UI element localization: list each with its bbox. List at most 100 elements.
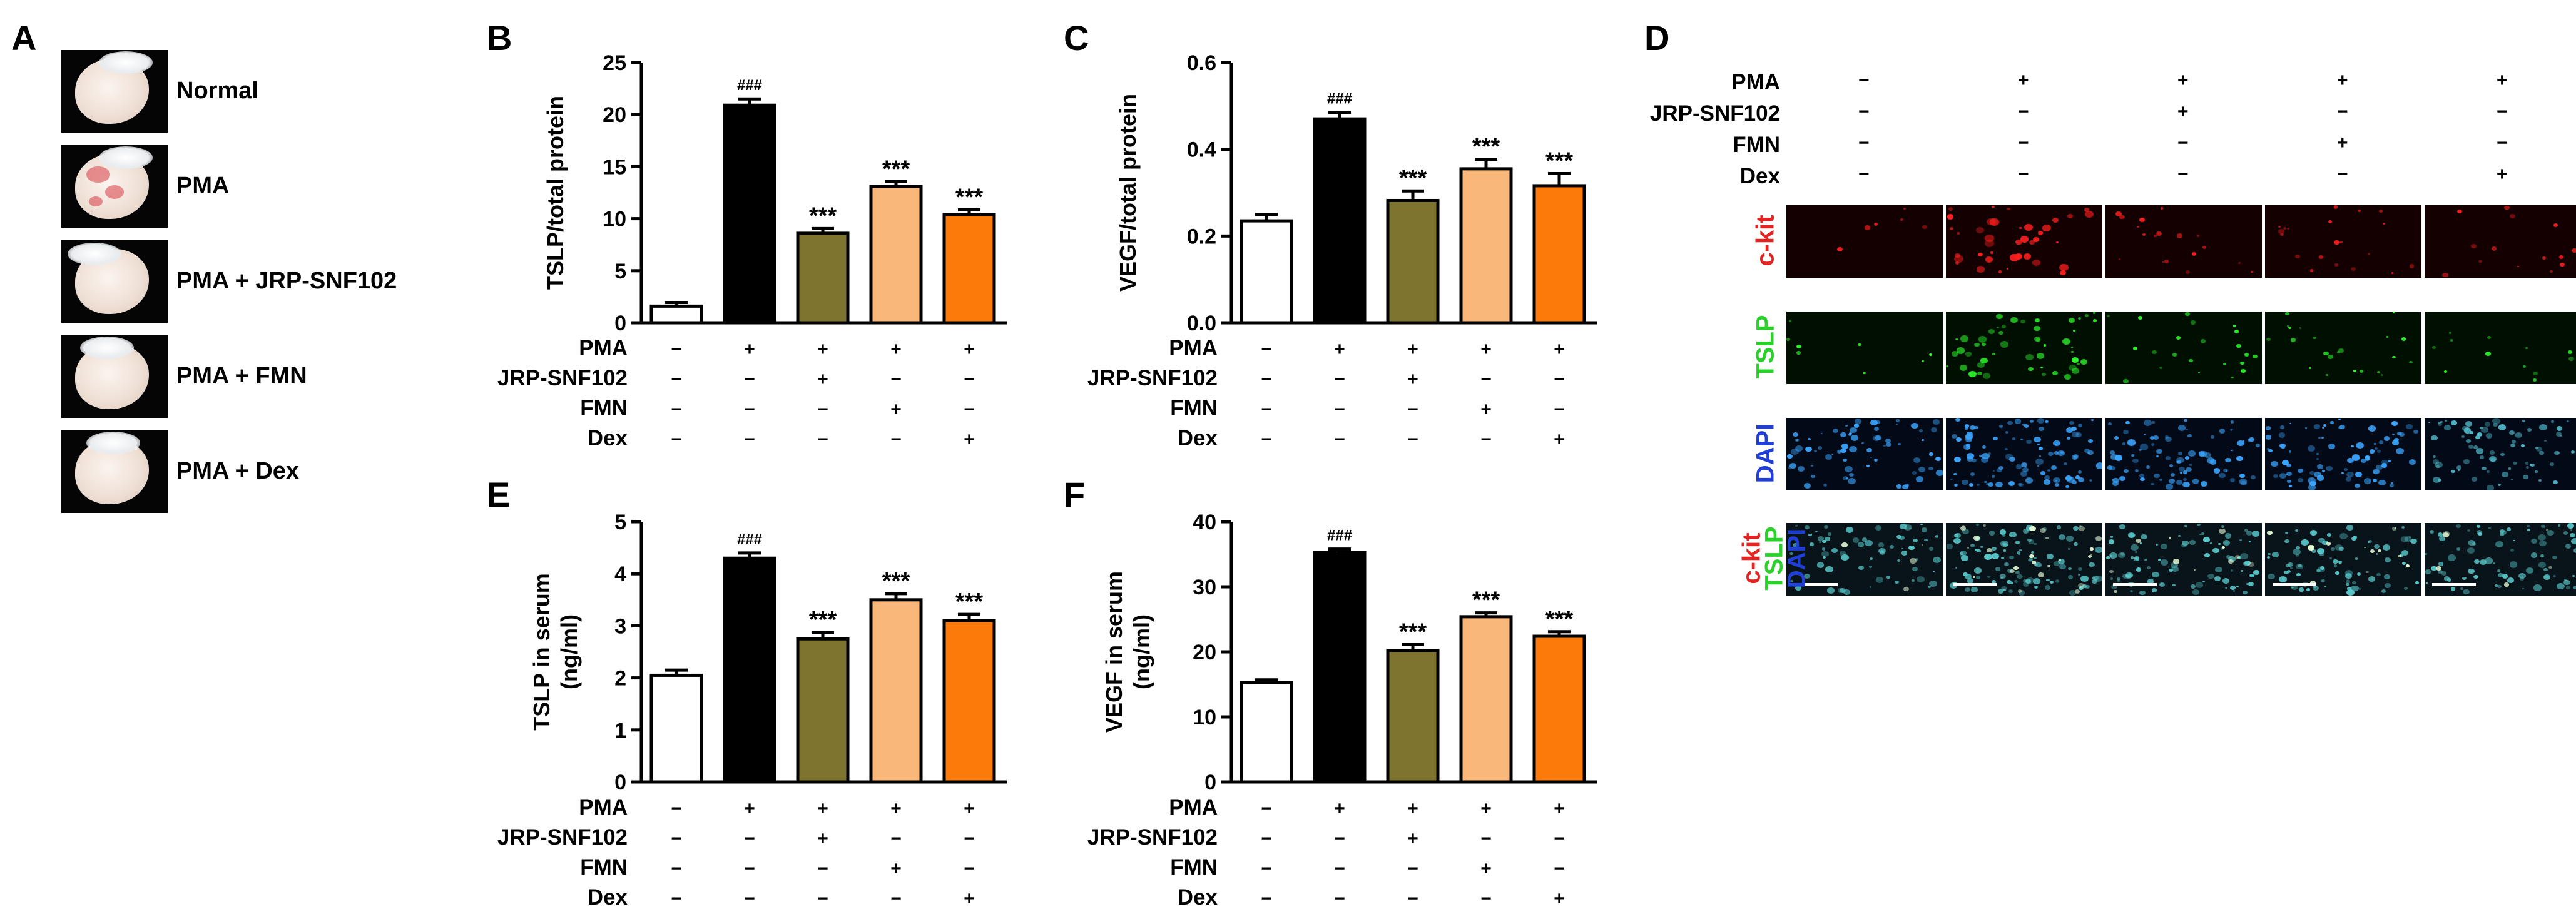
condition-symbol: + bbox=[1407, 798, 1418, 819]
stain-label-dapi: DAPI bbox=[1751, 423, 1779, 484]
condition-symbol: + bbox=[817, 828, 828, 849]
bar-2 bbox=[723, 556, 776, 784]
ear-photo-pma-jrp bbox=[61, 240, 168, 323]
condition-symbol: − bbox=[890, 429, 902, 450]
significance-label: *** bbox=[882, 568, 910, 594]
d-condition-symbol: − bbox=[2337, 164, 2348, 185]
micrograph-ckit-3 bbox=[2105, 205, 2262, 278]
condition-symbol: − bbox=[1261, 798, 1272, 819]
d-condition-symbol: − bbox=[1858, 133, 1870, 153]
condition-symbol: − bbox=[1480, 429, 1492, 450]
significance-label: *** bbox=[1472, 587, 1500, 614]
photo-label-pma-fmn: PMA + FMN bbox=[176, 363, 307, 389]
bar-2 bbox=[1313, 551, 1367, 784]
condition-symbol: + bbox=[817, 369, 828, 390]
condition-symbol: − bbox=[964, 369, 975, 390]
condition-symbol: − bbox=[817, 429, 828, 450]
y-tick-label: 4 bbox=[614, 562, 626, 586]
condition-label: FMN bbox=[580, 396, 628, 420]
significance-label: *** bbox=[882, 156, 910, 183]
bar-5 bbox=[1532, 634, 1586, 784]
condition-label: JRP-SNF102 bbox=[497, 366, 628, 390]
photo-row-normal: Normal bbox=[61, 50, 624, 133]
photo-row-pma: PMA bbox=[61, 145, 624, 228]
chart-c: 0.0 0.2 0.4 0.6 VEGF/total protein ### *** *** *… bbox=[1087, 51, 1597, 450]
micrograph-dapi-1 bbox=[1786, 418, 1943, 490]
photo-label-pma-jrp: PMA + JRP-SNF102 bbox=[176, 268, 397, 294]
bar-4 bbox=[869, 185, 923, 325]
condition-symbol: + bbox=[890, 339, 902, 360]
scale-bar bbox=[2273, 583, 2316, 586]
y-tick-label: 0.6 bbox=[1187, 51, 1216, 75]
micrograph-dapi-3 bbox=[2105, 418, 2262, 490]
condition-symbol: − bbox=[1480, 888, 1492, 909]
bar-2 bbox=[723, 103, 776, 325]
stain-label-tslp: TSLP bbox=[1751, 315, 1779, 379]
bar-4 bbox=[1459, 167, 1513, 325]
micrograph-tslp-2 bbox=[1946, 312, 2102, 384]
condition-symbol: + bbox=[1554, 798, 1565, 819]
micrograph-ckit-2 bbox=[1946, 205, 2102, 278]
micrograph-merge-4 bbox=[2265, 523, 2421, 596]
bar-3 bbox=[796, 231, 850, 325]
micrograph-tslp-5 bbox=[2425, 312, 2576, 384]
condition-symbol: − bbox=[1261, 828, 1272, 849]
condition-symbol: − bbox=[1334, 369, 1345, 390]
condition-symbol: + bbox=[744, 339, 755, 360]
condition-symbol: − bbox=[744, 828, 755, 849]
d-condition-symbol: + bbox=[2177, 101, 2189, 122]
y-tick-label: 3 bbox=[614, 614, 626, 638]
y-axis-label: VEGF in serum bbox=[1101, 571, 1127, 733]
y-tick-label: 0.4 bbox=[1187, 138, 1216, 162]
panel-letter-d: D bbox=[1644, 18, 1670, 58]
scale-bar bbox=[1794, 583, 1838, 586]
d-condition-label: JRP-SNF102 bbox=[1649, 101, 1780, 126]
d-condition-symbol: − bbox=[1858, 70, 1870, 91]
significance-label: *** bbox=[955, 589, 984, 615]
y-tick-label: 15 bbox=[603, 155, 626, 179]
micrograph-ckit-5 bbox=[2425, 205, 2576, 278]
bar-5 bbox=[942, 619, 996, 784]
significance-label: ### bbox=[1327, 91, 1352, 108]
d-condition-symbol: − bbox=[2497, 133, 2508, 153]
y-tick-label: 40 bbox=[1193, 510, 1216, 534]
d-condition-label: Dex bbox=[1739, 164, 1780, 188]
condition-label: JRP-SNF102 bbox=[497, 825, 628, 850]
condition-symbol: − bbox=[1334, 828, 1345, 849]
condition-symbol: − bbox=[1407, 888, 1418, 909]
bar-4 bbox=[869, 598, 923, 784]
y-tick-label: 1 bbox=[614, 719, 626, 743]
significance-label: *** bbox=[1545, 606, 1574, 632]
bar-3 bbox=[796, 637, 850, 784]
y-tick-label: 5 bbox=[614, 260, 626, 283]
d-condition-symbol: − bbox=[1858, 101, 1870, 122]
condition-symbol: − bbox=[1407, 429, 1418, 450]
condition-symbol: − bbox=[744, 429, 755, 450]
condition-symbol: − bbox=[744, 858, 755, 879]
condition-symbol: − bbox=[964, 858, 975, 879]
d-condition-symbol: + bbox=[2018, 70, 2029, 91]
d-condition-symbol: − bbox=[2018, 164, 2029, 185]
y-axis-unit: (ng/ml) bbox=[556, 614, 582, 689]
condition-symbol: − bbox=[1261, 399, 1272, 420]
bar-1 bbox=[1240, 219, 1293, 325]
condition-label: FMN bbox=[1170, 396, 1218, 420]
condition-symbol: + bbox=[744, 798, 755, 819]
y-axis-label: TSLP in serum bbox=[529, 573, 554, 730]
bar-5 bbox=[1532, 184, 1586, 325]
significance-label: *** bbox=[1472, 134, 1500, 160]
condition-symbol: + bbox=[964, 429, 975, 450]
condition-symbol: − bbox=[1261, 429, 1272, 450]
condition-symbol: − bbox=[744, 399, 755, 420]
significance-label: *** bbox=[1399, 165, 1427, 191]
y-axis-label: VEGF/total protein bbox=[1115, 94, 1141, 292]
d-condition-label: PMA bbox=[1731, 70, 1780, 94]
condition-symbol: + bbox=[890, 858, 902, 879]
chart-e: 0 1 2 3 4 5 TSLP in serum (ng/ml) ### *** *** *** PM… bbox=[497, 510, 1007, 910]
y-tick-label: 5 bbox=[614, 510, 626, 534]
y-tick-label: 0 bbox=[1204, 771, 1216, 795]
condition-symbol: + bbox=[964, 888, 975, 909]
y-tick-label: 0.2 bbox=[1187, 225, 1216, 248]
micrograph-merge-3 bbox=[2105, 523, 2262, 596]
